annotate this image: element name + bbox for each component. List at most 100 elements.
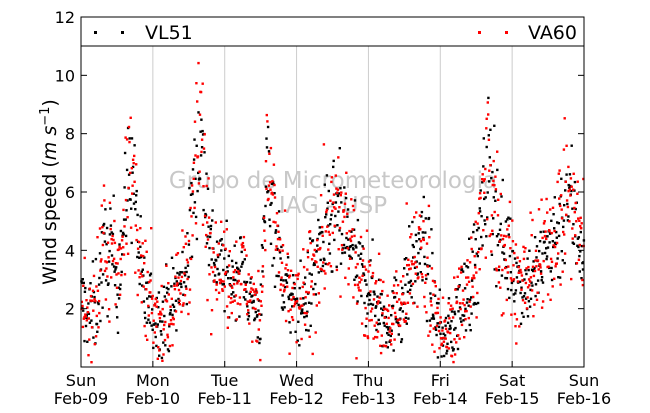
point-va60 — [95, 314, 98, 318]
point-va60 — [577, 258, 581, 261]
point-vl51 — [334, 201, 338, 204]
point-va60 — [392, 284, 396, 287]
point-vl51 — [508, 254, 512, 258]
point-va60 — [157, 313, 161, 316]
point-vl51 — [253, 317, 257, 320]
point-vl51 — [170, 256, 174, 259]
point-vl51 — [422, 195, 425, 199]
point-vl51 — [132, 202, 136, 205]
point-va60 — [360, 278, 363, 281]
point-va60 — [564, 180, 567, 183]
point-vl51 — [405, 257, 408, 260]
point-va60 — [453, 353, 457, 356]
point-vl51 — [409, 279, 413, 283]
point-vl51 — [261, 270, 264, 273]
point-va60 — [331, 209, 334, 213]
point-va60 — [511, 240, 515, 243]
point-va60 — [157, 346, 160, 349]
point-vl51 — [464, 307, 467, 311]
point-va60 — [517, 265, 520, 269]
point-va60 — [560, 208, 563, 211]
point-vl51 — [426, 272, 430, 276]
point-vl51 — [506, 218, 509, 221]
point-vl51 — [243, 258, 246, 261]
point-vl51 — [232, 278, 235, 282]
point-va60 — [536, 291, 539, 294]
point-va60 — [323, 287, 326, 290]
point-va60 — [485, 127, 488, 130]
point-vl51 — [97, 283, 101, 286]
point-vl51 — [350, 230, 353, 233]
point-vl51 — [145, 281, 148, 284]
point-va60 — [353, 234, 356, 238]
point-vl51 — [143, 256, 146, 259]
point-vl51 — [461, 314, 464, 317]
point-vl51 — [107, 260, 111, 263]
point-va60 — [154, 302, 157, 305]
point-va60 — [183, 294, 187, 297]
point-vl51 — [298, 286, 301, 290]
point-va60 — [281, 249, 284, 252]
point-va60 — [315, 261, 318, 264]
point-va60 — [367, 270, 370, 273]
point-va60 — [540, 198, 543, 201]
point-va60 — [486, 218, 489, 221]
point-va60 — [322, 143, 326, 146]
point-vl51 — [419, 247, 422, 251]
point-va60 — [425, 242, 429, 245]
point-vl51 — [291, 293, 294, 296]
point-va60 — [272, 220, 275, 224]
point-va60 — [406, 264, 409, 267]
point-vl51 — [133, 144, 136, 147]
point-va60 — [225, 228, 228, 231]
point-va60 — [293, 302, 297, 306]
point-va60 — [440, 342, 444, 345]
point-vl51 — [470, 312, 473, 315]
point-va60 — [321, 234, 324, 237]
point-vl51 — [545, 247, 548, 250]
point-vl51 — [191, 168, 195, 171]
point-vl51 — [465, 265, 468, 268]
point-va60 — [499, 286, 502, 289]
point-va60 — [374, 335, 377, 339]
point-vl51 — [258, 341, 261, 345]
point-va60 — [245, 254, 248, 257]
point-va60 — [274, 221, 277, 224]
point-va60 — [125, 242, 128, 245]
point-vl51 — [336, 194, 340, 198]
point-vl51 — [160, 333, 163, 336]
point-vl51 — [366, 312, 369, 315]
point-vl51 — [349, 245, 352, 248]
point-vl51 — [169, 311, 172, 315]
point-vl51 — [302, 297, 305, 300]
point-va60 — [415, 211, 418, 214]
point-vl51 — [275, 274, 278, 278]
point-va60 — [451, 316, 455, 319]
point-va60 — [537, 268, 540, 271]
point-vl51 — [177, 297, 180, 301]
point-vl51 — [112, 194, 115, 197]
point-vl51 — [497, 233, 500, 236]
point-va60 — [496, 214, 500, 217]
point-va60 — [319, 194, 323, 197]
point-vl51 — [408, 225, 411, 228]
point-va60 — [160, 284, 163, 288]
point-vl51 — [334, 214, 337, 218]
point-vl51 — [304, 302, 307, 305]
point-vl51 — [375, 328, 378, 332]
point-vl51 — [229, 277, 232, 280]
point-vl51 — [281, 308, 285, 311]
point-vl51 — [540, 279, 543, 282]
point-va60 — [370, 318, 373, 322]
point-vl51 — [435, 301, 439, 305]
point-va60 — [91, 289, 95, 292]
point-va60 — [179, 292, 182, 295]
point-va60 — [328, 233, 331, 236]
point-va60 — [84, 313, 87, 316]
point-vl51 — [184, 266, 187, 270]
point-va60 — [481, 178, 484, 181]
point-vl51 — [276, 247, 279, 251]
point-va60 — [473, 276, 476, 280]
point-va60 — [143, 262, 146, 265]
point-vl51 — [321, 264, 325, 268]
